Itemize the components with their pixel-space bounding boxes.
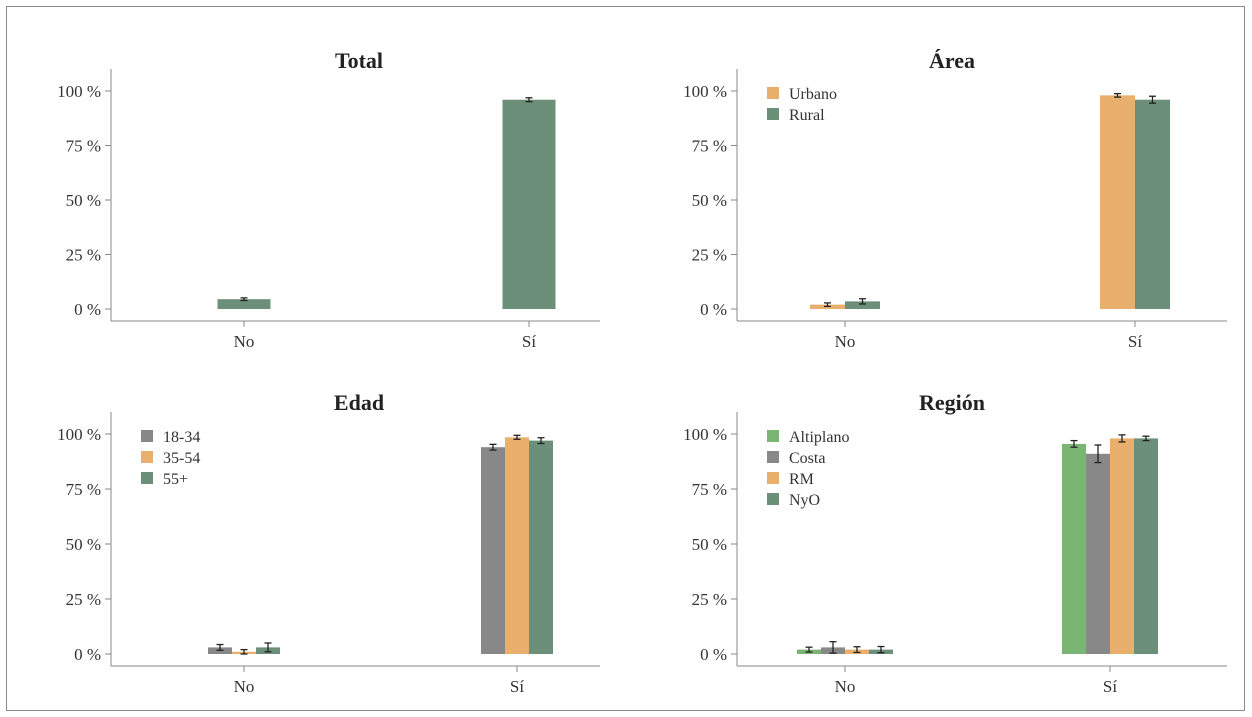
legend-label: RM — [789, 471, 814, 488]
bar-nyo-s — [1134, 438, 1158, 654]
error-bar — [489, 443, 497, 451]
legend-label: 35-54 — [163, 450, 200, 467]
legend: Urbano Rural — [767, 86, 837, 124]
legend-label: 55+ — [163, 471, 188, 488]
error-bar — [859, 298, 866, 305]
chart-panel-1: Total 0 % 25 % 50 % 75 % 100 % No Sí — [57, 48, 600, 351]
legend-swatch — [767, 430, 779, 442]
y-tick-label: 0 % — [700, 645, 727, 664]
legend: 18-34 35-54 55+ — [141, 429, 200, 488]
y-tick-label: 25 % — [66, 590, 101, 609]
x-tick-label: No — [835, 677, 856, 696]
y-tick-label: 25 % — [66, 246, 101, 265]
error-bar — [216, 643, 224, 651]
error-bar — [537, 437, 545, 445]
y-tick-label: 0 % — [74, 300, 101, 319]
error-bar — [525, 97, 533, 103]
error-bar — [877, 645, 885, 654]
x-tick-label: Sí — [510, 677, 524, 696]
x-tick-label: No — [835, 332, 856, 351]
error-bar — [240, 648, 248, 655]
bar-55--s — [529, 440, 553, 654]
error-bar — [1118, 434, 1126, 443]
error-bar — [240, 297, 248, 302]
legend-label: Costa — [789, 450, 825, 467]
bar-18-34-s — [481, 447, 505, 654]
bar-total-s — [502, 99, 556, 309]
chart-title: Edad — [334, 390, 384, 415]
y-tick-label: 50 % — [66, 191, 101, 210]
y-tick-label: 75 % — [692, 137, 727, 156]
legend-swatch — [767, 87, 779, 99]
legend-label: NyO — [789, 492, 820, 509]
chart-svg: Total 0 % 25 % 50 % 75 % 100 % No Sí Área 0 % 25 %… — [57, 48, 1227, 696]
x-tick-label: Sí — [1103, 677, 1117, 696]
error-bar — [1149, 95, 1156, 104]
error-bar — [853, 646, 861, 654]
bar-35-54-s — [505, 437, 529, 654]
legend-swatch — [767, 493, 779, 505]
chart-panel-2: Área 0 % 25 % 50 % 75 % 100 % No Sí Urbano Rural — [683, 48, 1227, 351]
bar-total-no — [217, 299, 271, 309]
error-bar — [513, 434, 521, 440]
y-tick-label: 25 % — [692, 246, 727, 265]
legend-swatch — [767, 108, 779, 120]
y-tick-label: 100 % — [683, 82, 727, 101]
y-tick-label: 50 % — [692, 535, 727, 554]
legend-swatch — [767, 472, 779, 484]
chart-panel-4: Región 0 % 25 % 50 % 75 % 100 % No Sí Altiplano C… — [683, 390, 1227, 696]
bar-urbano-s — [1100, 95, 1135, 309]
legend-swatch — [141, 451, 153, 463]
error-bar — [829, 641, 837, 654]
error-bar — [824, 302, 831, 308]
error-bar — [1070, 439, 1078, 448]
error-bar — [264, 642, 272, 653]
y-tick-label: 0 % — [700, 300, 727, 319]
chart-title: Región — [919, 390, 985, 415]
y-tick-label: 75 % — [66, 480, 101, 499]
error-bar — [805, 646, 813, 653]
bar-rural-s — [1135, 99, 1170, 309]
x-tick-label: No — [234, 677, 255, 696]
legend-label: Altiplano — [789, 429, 849, 446]
y-tick-label: 75 % — [692, 480, 727, 499]
y-tick-label: 100 % — [683, 425, 727, 444]
y-tick-label: 100 % — [57, 425, 101, 444]
bar-rural-no — [845, 301, 880, 309]
error-bar — [1094, 444, 1102, 464]
error-bar — [1142, 435, 1150, 442]
bar-altiplano-s — [1062, 443, 1086, 654]
y-tick-label: 100 % — [57, 82, 101, 101]
legend-swatch — [141, 430, 153, 442]
figure: Total 0 % 25 % 50 % 75 % 100 % No Sí Área 0 % 25 %… — [6, 6, 1245, 711]
chart-title: Total — [335, 48, 383, 73]
bar-rm-s — [1110, 438, 1134, 654]
legend-label: 18-34 — [163, 429, 200, 446]
y-tick-label: 0 % — [74, 645, 101, 664]
chart-title: Área — [929, 48, 975, 73]
x-tick-label: Sí — [1128, 332, 1142, 351]
x-tick-label: Sí — [522, 332, 536, 351]
legend-swatch — [141, 472, 153, 484]
x-tick-label: No — [234, 332, 255, 351]
y-tick-label: 50 % — [66, 535, 101, 554]
legend-label: Urbano — [789, 86, 837, 103]
chart-panel-3: Edad 0 % 25 % 50 % 75 % 100 % No Sí 18-34 35-54 55… — [57, 390, 600, 696]
bar-costa-s — [1086, 453, 1110, 654]
y-tick-label: 50 % — [692, 191, 727, 210]
legend-swatch — [767, 451, 779, 463]
y-tick-label: 25 % — [692, 590, 727, 609]
y-tick-label: 75 % — [66, 137, 101, 156]
legend: Altiplano Costa RM NyO — [767, 429, 849, 509]
error-bar — [1114, 92, 1121, 98]
legend-label: Rural — [789, 107, 825, 124]
